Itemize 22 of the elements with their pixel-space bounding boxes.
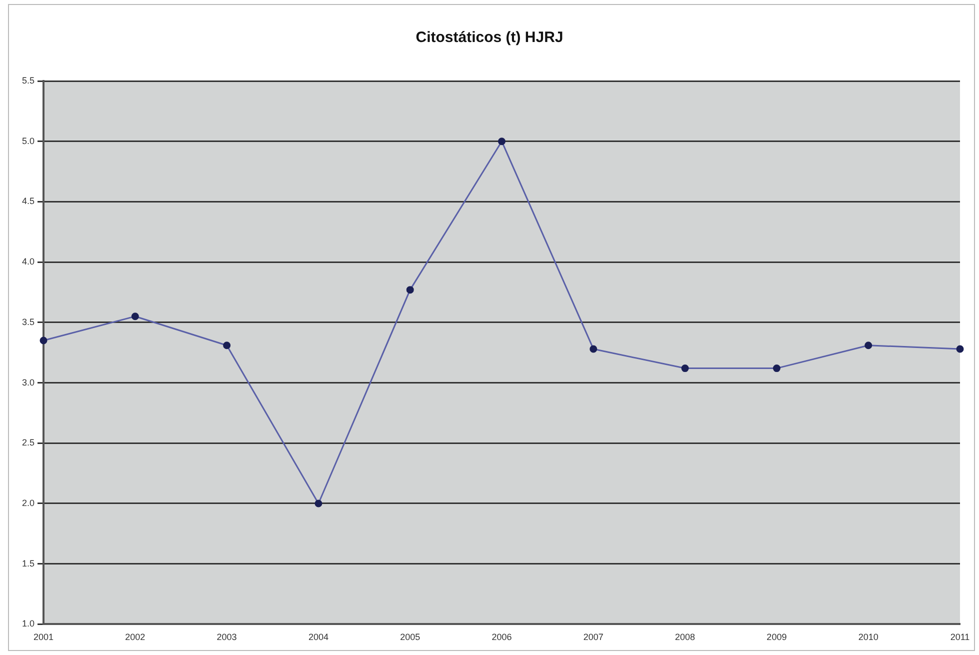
x-tick-label: 2004 bbox=[308, 632, 328, 642]
y-tick-label: 1.5 bbox=[22, 558, 35, 568]
x-tick-label: 2006 bbox=[492, 632, 512, 642]
x-tick-label: 2010 bbox=[858, 632, 878, 642]
y-tick-label: 4.0 bbox=[22, 256, 35, 267]
chart-title: Citostáticos (t) HJRJ bbox=[416, 29, 564, 46]
y-tick-label: 5.0 bbox=[22, 136, 35, 146]
y-tick-label: 5.5 bbox=[22, 75, 35, 86]
x-tick-label: 2009 bbox=[766, 632, 787, 642]
x-tick-label: 2005 bbox=[400, 632, 420, 642]
y-tick-label: 3.0 bbox=[22, 377, 35, 388]
y-tick-label: 2.5 bbox=[22, 438, 35, 448]
y-tick-label: 1.0 bbox=[22, 618, 35, 629]
x-tick-label: 2011 bbox=[950, 632, 970, 642]
y-tick-label: 3.5 bbox=[22, 316, 35, 327]
x-tick-label: 2008 bbox=[675, 632, 696, 642]
x-tick-label: 2003 bbox=[216, 632, 237, 642]
y-tick-label: 2.0 bbox=[22, 498, 35, 508]
x-tick-label: 2007 bbox=[583, 632, 604, 642]
y-tick-label: 4.5 bbox=[22, 196, 35, 206]
x-tick-label: 2001 bbox=[33, 632, 54, 642]
x-tick-label: 2002 bbox=[125, 632, 146, 642]
